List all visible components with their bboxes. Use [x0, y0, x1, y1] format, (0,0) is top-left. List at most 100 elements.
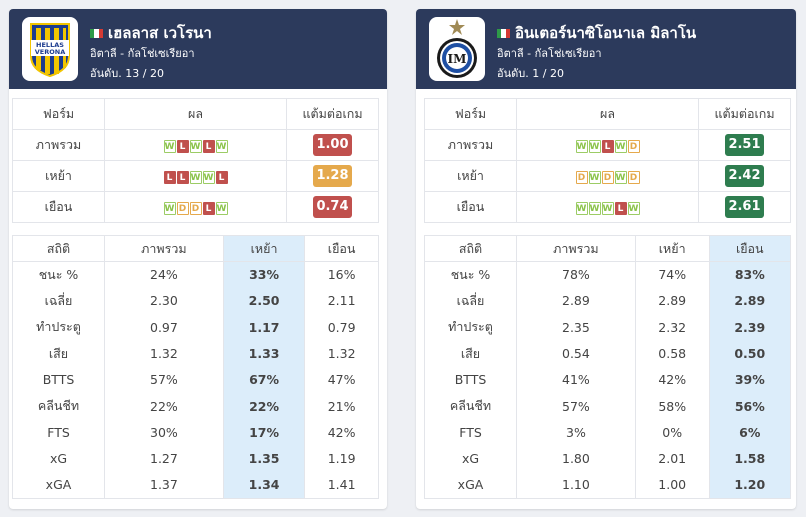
stat-header-3[interactable]: เยือน: [708, 235, 791, 262]
stat-header-2[interactable]: เหย้า: [222, 235, 305, 262]
stat-value: 6%: [708, 419, 791, 446]
form-table: ฟอร์ม ผล แต้มต่อเกม ภาพรวม W L W L W 1.00 เหย้า L L W…: [12, 98, 379, 223]
stat-row: เสีย 1.32 1.33 1.32: [13, 340, 379, 367]
result-badge[interactable]: W: [614, 170, 627, 184]
stat-label: xGA: [457, 477, 484, 493]
stat-value: 1.32: [104, 340, 224, 367]
team-name-text[interactable]: อินเตอร์นาซิโอนาเล มิลาโน: [515, 24, 697, 42]
stat-value: 1.27: [104, 445, 224, 472]
result-badge[interactable]: L: [614, 201, 627, 215]
stat-header-1[interactable]: ภาพรวม: [516, 235, 636, 262]
stat-value: 1.41: [304, 471, 379, 499]
stat-row: BTTS 57% 67% 47%: [13, 366, 379, 393]
stat-value: 0.58: [634, 340, 710, 367]
result-badge[interactable]: L: [176, 170, 189, 184]
result-badge[interactable]: W: [189, 170, 202, 184]
team-card-away: IM อินเตอร์นาซิโอนาเล มิลาโน อิตาลี - กั…: [416, 9, 796, 509]
stat-row: xGA 1.10 1.00 1.20: [425, 471, 791, 499]
ppg-cell: 0.74: [286, 191, 379, 223]
result-badge[interactable]: W: [588, 170, 601, 184]
result-badge[interactable]: D: [176, 201, 189, 215]
stat-value: 0.50: [708, 340, 791, 367]
stat-value: 2.35: [516, 314, 636, 341]
stat-header-2[interactable]: เหย้า: [634, 235, 710, 262]
form-header-2: แต้มต่อเกม: [698, 98, 791, 130]
form-row-label: ภาพรวม: [424, 129, 517, 161]
stat-value: 24%: [104, 261, 224, 288]
stat-row: xG 1.27 1.35 1.19: [13, 445, 379, 472]
result-badge[interactable]: D: [189, 201, 202, 215]
ppg-badge: 1.28: [313, 165, 352, 187]
ppg-cell: 1.28: [286, 160, 379, 192]
result-badge[interactable]: W: [575, 201, 588, 215]
stat-row: FTS 30% 17% 42%: [13, 419, 379, 446]
stat-value: 67%: [222, 366, 305, 393]
result-badge[interactable]: L: [601, 139, 614, 153]
result-badge[interactable]: W: [215, 139, 228, 153]
stat-header-0: สถิติ: [424, 235, 517, 262]
result-badge[interactable]: W: [601, 201, 614, 215]
stat-value: 1.33: [222, 340, 305, 367]
stat-value: 1.17: [222, 314, 305, 341]
team-header: HELLAS VERONA เฮลลาส เวโรนา อิตาลี - กัล…: [9, 9, 387, 89]
result-badge[interactable]: L: [215, 170, 228, 184]
form-row: เยือน W W W L W 2.61: [424, 191, 791, 223]
stat-value: 47%: [304, 366, 379, 393]
stat-value: 1.00: [634, 471, 710, 499]
ppg-cell: 2.51: [698, 129, 791, 161]
result-badge[interactable]: W: [575, 139, 588, 153]
team-name[interactable]: เฮลลาส เวโรนา: [90, 21, 212, 45]
result-badge[interactable]: W: [202, 170, 215, 184]
result-badge[interactable]: L: [176, 139, 189, 153]
stat-row: ทำประตู 2.35 2.32 2.39: [425, 314, 791, 341]
stat-value: 42%: [304, 419, 379, 446]
ppg-badge: 2.61: [725, 196, 764, 218]
league-label: อิตาลี - กัลโช่เซเรียอา: [497, 47, 602, 60]
form-header-0: ฟอร์ม: [424, 98, 517, 130]
stat-value: 1.10: [516, 471, 636, 499]
stat-label: คลีนชีท: [449, 398, 492, 414]
stat-value: 0.54: [516, 340, 636, 367]
form-table: ฟอร์ม ผล แต้มต่อเกม ภาพรวม W W L W D 2.51 เหย้า D W D…: [424, 98, 791, 223]
stat-value: 2.32: [634, 314, 710, 341]
stat-label: ชนะ %: [450, 266, 491, 282]
result-badge[interactable]: D: [627, 139, 640, 153]
stat-label: ชนะ %: [38, 266, 79, 282]
italy-flag-icon: [90, 28, 103, 38]
stat-label: xG: [49, 451, 68, 467]
result-badge[interactable]: L: [163, 170, 176, 184]
stat-header-3[interactable]: เยือน: [304, 235, 379, 262]
result-badge[interactable]: L: [202, 201, 215, 215]
ppg-badge: 1.00: [313, 134, 352, 156]
result-badge[interactable]: W: [614, 139, 627, 153]
form-row-label: เยือน: [12, 191, 105, 223]
team-name[interactable]: อินเตอร์นาซิโอนาเล มิลาโน: [497, 21, 696, 45]
result-badge[interactable]: D: [575, 170, 588, 184]
result-badge[interactable]: W: [215, 201, 228, 215]
result-badge[interactable]: W: [588, 139, 601, 153]
result-badge[interactable]: D: [601, 170, 614, 184]
form-row-label: เยือน: [424, 191, 517, 223]
stat-header-1[interactable]: ภาพรวม: [104, 235, 224, 262]
stat-row: เสีย 0.54 0.58 0.50: [425, 340, 791, 367]
result-badge[interactable]: W: [163, 139, 176, 153]
stat-value: 2.39: [708, 314, 791, 341]
form-row: เยือน W D D L W 0.74: [12, 191, 379, 223]
result-badge[interactable]: W: [189, 139, 202, 153]
inter-milan-crest-icon: IM: [437, 19, 477, 78]
stat-row: คลีนชีท 22% 22% 21%: [13, 392, 379, 420]
team-name-text[interactable]: เฮลลาส เวโรนา: [108, 24, 212, 42]
italy-flag-icon: [497, 28, 510, 38]
result-badge[interactable]: W: [163, 201, 176, 215]
stat-row: xGA 1.37 1.34 1.41: [13, 471, 379, 499]
result-badge[interactable]: D: [627, 170, 640, 184]
result-badge[interactable]: W: [588, 201, 601, 215]
stat-row: FTS 3% 0% 6%: [425, 419, 791, 446]
result-badge[interactable]: L: [202, 139, 215, 153]
stat-value: 1.37: [104, 471, 224, 499]
stat-value: 41%: [516, 366, 636, 393]
stat-value: 56%: [708, 392, 791, 420]
result-badge[interactable]: W: [627, 201, 640, 215]
